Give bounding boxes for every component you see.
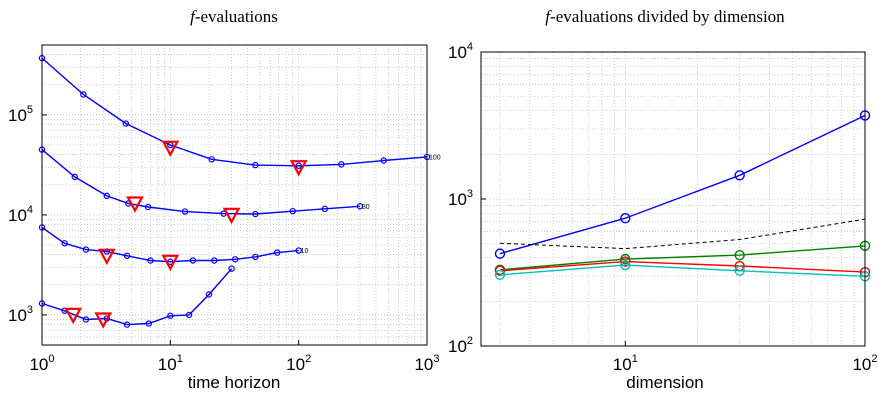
series-line <box>499 260 866 273</box>
series-line <box>41 57 428 167</box>
x-tick-label: 101 <box>613 353 638 374</box>
data-point <box>71 173 78 181</box>
data-point <box>734 249 745 261</box>
data-point <box>205 291 213 298</box>
x-tick-label: 102 <box>852 353 877 374</box>
left-plot-frame <box>41 44 428 346</box>
series-end-label: 10 <box>301 248 309 255</box>
left-title-italic: f <box>190 7 197 26</box>
data-point <box>208 156 215 163</box>
data-point <box>252 210 259 218</box>
left-title-rest: -evaluations <box>195 7 278 26</box>
y-tick-label: 103 <box>448 188 473 209</box>
left-x-ticks: 100 101 102 103 <box>29 340 440 374</box>
data-point <box>181 208 189 215</box>
right-series <box>494 110 871 282</box>
data-point <box>273 249 281 256</box>
series-line <box>41 149 360 215</box>
data-point <box>734 170 745 181</box>
right-y-ticks: 102 103 104 <box>448 41 486 356</box>
y-tick-label: 104 <box>8 204 33 225</box>
data-point <box>122 120 130 127</box>
data-point <box>356 203 364 210</box>
series-line <box>499 114 866 255</box>
target-marker <box>126 196 144 213</box>
data-point <box>252 253 259 261</box>
left-chart-title: f-evaluations <box>190 7 278 26</box>
data-point <box>321 205 329 213</box>
series-end-label: 100 <box>429 154 441 161</box>
y-tick-label: 105 <box>8 104 33 125</box>
data-point <box>167 312 174 319</box>
right-grid <box>481 52 865 347</box>
data-point <box>380 157 387 164</box>
x-tick-label: 100 <box>29 353 54 374</box>
series-line <box>499 218 866 250</box>
target-marker <box>289 160 308 177</box>
data-point <box>123 321 131 328</box>
data-point <box>295 162 302 169</box>
data-point <box>80 91 87 98</box>
data-point <box>185 311 193 319</box>
data-point <box>231 256 239 263</box>
data-point <box>494 248 506 259</box>
target-marker <box>97 248 116 266</box>
right-title-rest: -evaluations divided by dimension <box>550 7 785 26</box>
right-chart: f-evaluations divided by dimension 101 10… <box>448 7 878 392</box>
data-point <box>228 265 235 272</box>
target-marker <box>94 312 113 329</box>
target-marker <box>222 207 241 225</box>
data-point <box>494 269 506 281</box>
x-tick-label: 101 <box>158 353 183 374</box>
y-tick-label: 103 <box>8 304 33 325</box>
x-tick-label: 103 <box>414 353 439 374</box>
data-point <box>620 259 631 271</box>
x-tick-label: 102 <box>286 353 311 374</box>
data-point <box>82 246 90 253</box>
data-point <box>289 207 296 215</box>
data-point <box>82 316 90 323</box>
y-tick-label: 102 <box>448 335 473 356</box>
y-tick-label: 104 <box>448 41 473 62</box>
data-point <box>494 265 506 276</box>
data-point <box>145 320 153 327</box>
data-point <box>211 257 218 264</box>
right-x-axis-label: dimension <box>626 373 704 392</box>
data-point <box>189 257 197 264</box>
left-x-axis-label: time horizon <box>188 373 281 392</box>
data-point <box>734 265 745 276</box>
target-marker <box>64 307 83 325</box>
left-series: 100 30 10 <box>38 54 441 329</box>
series-line <box>41 226 299 263</box>
data-point <box>620 256 631 267</box>
series-end-label: 30 <box>362 204 370 211</box>
data-point <box>252 161 259 169</box>
data-point <box>295 247 302 254</box>
series-line <box>499 264 866 277</box>
target-marker <box>161 254 180 272</box>
left-grid <box>41 44 427 346</box>
target-marker <box>161 140 180 158</box>
data-point <box>620 213 631 224</box>
data-point <box>61 240 68 247</box>
right-title-italic: f <box>545 7 552 26</box>
data-point <box>144 203 152 211</box>
series-line <box>499 245 866 271</box>
data-point <box>338 161 345 168</box>
data-point <box>103 192 111 200</box>
series-line <box>41 268 233 326</box>
right-x-ticks: 101 102 <box>613 341 878 374</box>
left-y-ticks: 103 104 105 <box>8 104 47 325</box>
data-point <box>147 257 154 264</box>
data-point <box>123 252 131 259</box>
right-chart-title: f-evaluations divided by dimension <box>545 7 785 26</box>
